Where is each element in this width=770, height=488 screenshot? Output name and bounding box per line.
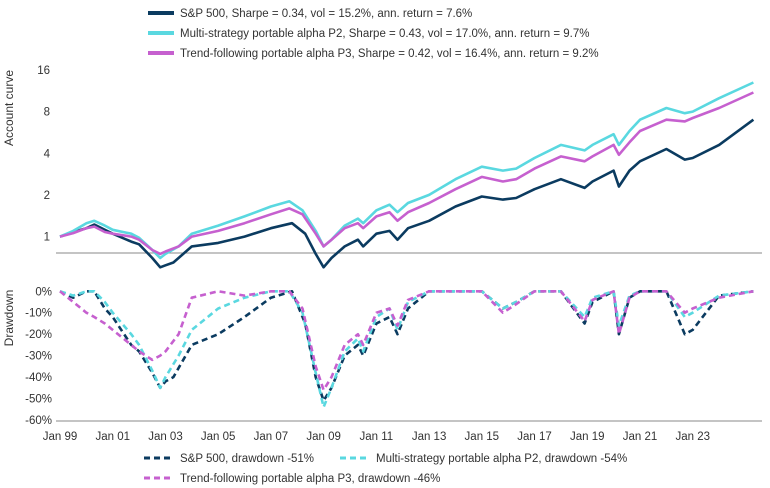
x-tick-label: Jan 07 [254,431,289,443]
bottom-y-tick-label: -10% [25,308,52,320]
bottom-y-tick-label: 0% [35,286,52,298]
top-y-tick-label: 4 [44,148,51,160]
dd-legend-entry-sp500: S&P 500, drawdown -51% [144,453,314,465]
top-series-lines [59,81,755,269]
dd-legend-label-p3: Trend-following portable alpha P3, drawd… [180,473,440,485]
x-tick-label: Jan 23 [675,431,710,443]
x-tick-label: Jan 13 [412,431,447,443]
bottom-series-lines [59,290,754,409]
x-tick-label: Jan 21 [623,431,658,443]
legend-label-sp500: S&P 500, Sharpe = 0.34, vol = 15.2%, ann… [180,8,472,20]
top-y-tick-label: 1 [44,232,50,244]
top-legend: S&P 500, Sharpe = 0.34, vol = 15.2%, ann… [148,8,599,60]
legend-entry-sp500: S&P 500, Sharpe = 0.34, vol = 15.2%, ann… [148,8,472,20]
x-tick-label: Jan 11 [360,431,394,443]
top-y-axis-title: Account curve [2,70,16,146]
dd-legend-entry-p2: Multi-strategy portable alpha P2, drawdo… [340,453,627,465]
x-tick-label: Jan 15 [465,431,500,443]
x-tick-label: Jan 19 [570,431,605,443]
top-y-tick-label: 16 [37,65,50,77]
top-y-ticks: 1 2 4 8 16 [37,65,50,244]
top-y-tick-label: 8 [44,107,50,119]
x-tick-label: Jan 05 [201,431,236,443]
bottom-y-ticks: 0% -10% -20% -30% -40% -50% -60% [25,286,52,427]
bottom-y-tick-label: -30% [25,351,52,363]
top-y-tick-label: 2 [44,190,50,202]
drawdown-line-2 [59,290,754,392]
x-tick-label: Jan 17 [517,431,552,443]
account-curve-line-2 [59,91,754,256]
bottom-y-tick-label: -20% [25,329,52,341]
bottom-y-axis-title: Drawdown [2,290,16,347]
account-curve-line-1 [59,81,754,260]
x-tick-label: Jan 03 [148,431,183,443]
bottom-y-tick-label: -50% [25,394,52,406]
drawdown-line-1 [59,290,754,409]
bottom-y-tick-label: -60% [25,415,52,427]
legend-entry-p2: Multi-strategy portable alpha P2, Sharpe… [148,28,589,40]
x-ticks: Jan 99 Jan 01 Jan 03 Jan 05 Jan 07 Jan 09 Jan … [43,431,710,443]
bottom-y-tick-label: -40% [25,372,52,384]
x-tick-label: Jan 99 [43,431,78,443]
account-curve-line-0 [59,118,755,269]
bottom-legend: S&P 500, drawdown -51% Multi-strategy po… [144,453,627,485]
x-tick-label: Jan 01 [95,431,130,443]
x-tick-label: Jan 09 [306,431,341,443]
legend-entry-p3: Trend-following portable alpha P3, Sharp… [148,48,599,60]
dd-legend-label-p2: Multi-strategy portable alpha P2, drawdo… [376,453,627,465]
legend-label-p2: Multi-strategy portable alpha P2, Sharpe… [180,28,589,40]
dd-legend-label-sp500: S&P 500, drawdown -51% [180,453,314,465]
legend-label-p3: Trend-following portable alpha P3, Sharp… [180,48,599,60]
dd-legend-entry-p3: Trend-following portable alpha P3, drawd… [144,473,440,485]
